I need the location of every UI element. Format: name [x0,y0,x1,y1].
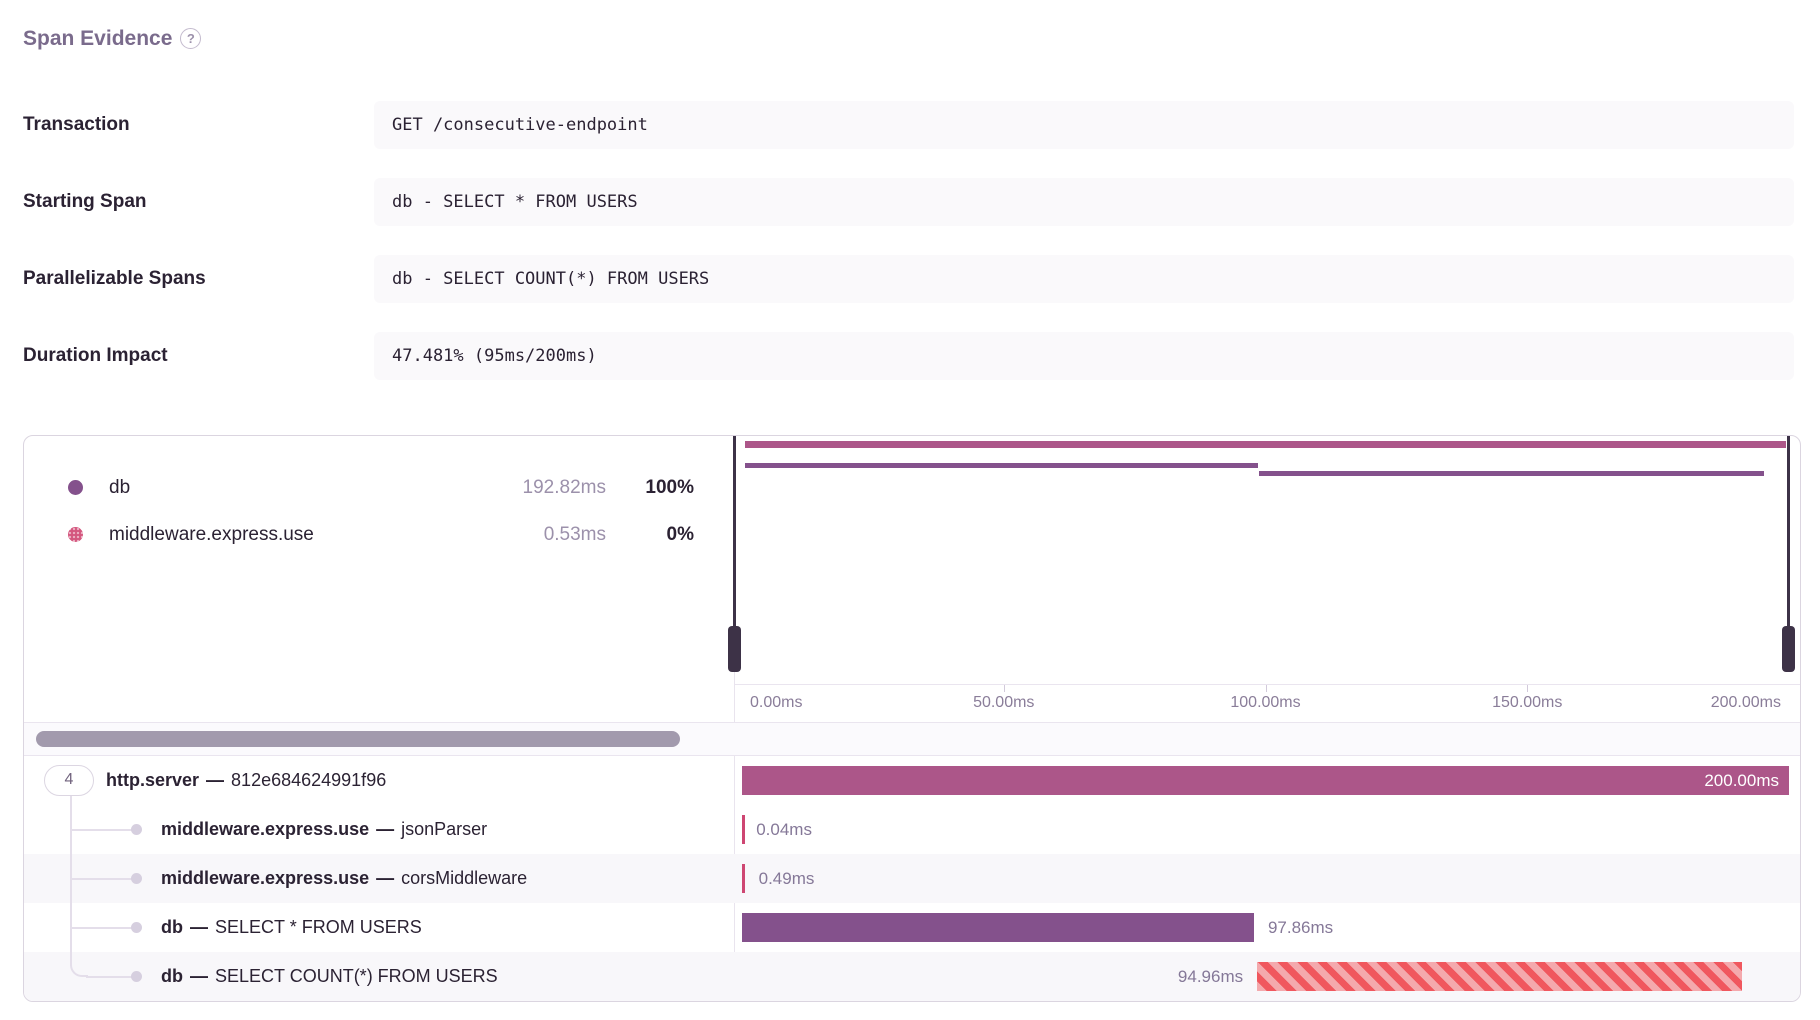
minimap-right-boundary [1787,436,1790,672]
middleware-color-dot [68,527,83,542]
minimap-left-boundary [733,436,736,672]
span-row-db-count[interactable]: db — SELECT COUNT(*) FROM USERS 94.96ms [24,952,1800,1001]
span-op: db [161,966,183,986]
legend-name: db [109,476,131,498]
span-row-jsonparser[interactable]: middleware.express.use — jsonParser 0.04ms [24,805,1800,854]
span-description: SELECT COUNT(*) FROM USERS [215,966,498,986]
minimap-bar-db-select [745,463,1259,468]
starting-span-label: Starting Span [23,191,147,212]
span-op: http.server [106,770,200,790]
span-waterfall-panel: db 192.82ms 100% middleware.express.use … [23,435,1801,1002]
span-row-corsmiddleware[interactable]: middleware.express.use — corsMiddleware 0.… [24,854,1800,903]
tree-scrollbar-thumb[interactable] [36,731,680,747]
span-separator: — [376,868,395,888]
span-bar [742,766,1789,795]
legend-percent: 100% [645,476,694,498]
span-duration-track: 0.04ms [742,805,1789,854]
transaction-value: GET /consecutive-endpoint [374,101,1794,149]
span-bar-striped [1257,962,1742,991]
transaction-label: Transaction [23,114,130,135]
axis-label-0ms: 0.00ms [750,694,803,711]
span-description: 812e684624991f96 [231,770,387,790]
legend-item-middleware[interactable]: middleware.express.use 0.53ms 0% [54,511,694,558]
span-row-title: db — SELECT COUNT(*) FROM USERS [161,952,498,1001]
span-duration-track: 0.49ms [742,854,1789,903]
span-duration-label: 97.86ms [1267,918,1334,937]
span-duration-label: 0.04ms [756,820,812,839]
axis-tick [1003,685,1005,692]
page-title: Span Evidence? [23,27,202,51]
axis-label-50ms: 50.00ms [973,694,1035,711]
db-color-dot [68,480,83,495]
minimap-bar-http-server [745,441,1786,448]
minimap-left-handle[interactable] [728,626,741,672]
time-axis: 0.00ms 50.00ms 100.00ms 150.00ms 200.00m… [735,684,1800,722]
span-description: corsMiddleware [401,868,528,888]
minimap-bar-db-count [1259,471,1764,476]
span-duration-label: 94.96ms [1177,967,1244,986]
legend-name: middleware.express.use [109,523,314,545]
span-bar [742,913,1254,942]
span-row-title: http.server — 812e684624991f96 [106,756,386,805]
span-duration-label: 0.49ms [758,869,815,888]
span-row-db-select[interactable]: db — SELECT * FROM USERS 97.86ms [24,903,1800,952]
axis-label-100ms: 100.00ms [1230,694,1301,711]
page-title-text: Span Evidence [23,27,173,50]
axis-label-200ms: 200.00ms [1710,694,1781,711]
span-bar [742,864,745,893]
starting-span-value: db - SELECT * FROM USERS [374,178,1794,226]
duration-impact-value: 47.481% (95ms/200ms) [374,332,1794,380]
span-duration-label: 200.00ms [1704,771,1779,790]
help-icon[interactable]: ? [180,28,202,49]
span-row-title: middleware.express.use — corsMiddleware [161,854,527,903]
span-row-http-server[interactable]: 4 http.server — 812e684624991f96 200.00ms [24,756,1800,805]
span-duration-track: 200.00ms [742,756,1789,805]
span-op: middleware.express.use [161,868,370,888]
span-bar [742,815,745,844]
minimap-right-handle[interactable] [1782,626,1795,672]
span-op: db [161,917,183,937]
span-op: middleware.express.use [161,819,370,839]
parallelizable-spans-value: db - SELECT COUNT(*) FROM USERS [374,255,1794,303]
span-tree: 4 http.server —812e684624991f96 200.00ms … [24,756,1800,1001]
span-separator: — [190,917,208,937]
span-separator: — [206,770,225,790]
span-duration-track: 97.86ms [742,903,1789,952]
parallelizable-spans-label: Parallelizable Spans [23,268,206,289]
legend-percent: 0% [666,523,694,545]
duration-impact-label: Duration Impact [23,345,168,366]
span-duration-track: 94.96ms [742,952,1789,1001]
legend-duration: 0.53ms [543,523,606,545]
collapse-count-badge[interactable]: 4 [44,765,94,796]
op-legend: db 192.82ms 100% middleware.express.use … [54,464,694,558]
span-row-title: middleware.express.use — jsonParser [161,805,487,854]
span-row-title: db — SELECT * FROM USERS [161,903,422,952]
trace-minimap [742,436,1789,684]
legend-duration: 192.82ms [522,476,606,498]
span-separator: — [190,966,208,986]
column-divider [734,436,735,1001]
legend-item-db[interactable]: db 192.82ms 100% [54,464,694,511]
axis-tick [1527,685,1529,692]
axis-tick [1265,685,1267,692]
axis-label-150ms: 150.00ms [1492,694,1563,711]
span-description: jsonParser [401,819,488,839]
span-separator: — [376,819,395,839]
span-description: SELECT * FROM USERS [215,917,422,937]
tree-scrollbar-track [24,722,1800,756]
